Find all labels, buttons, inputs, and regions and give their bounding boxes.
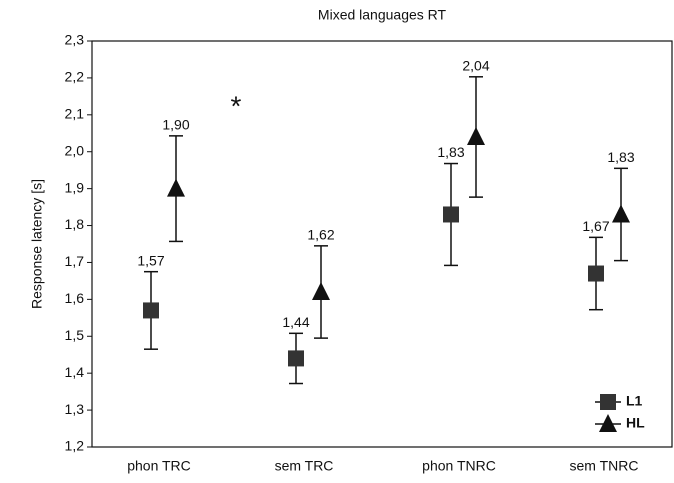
y-tick-label: 2,1	[65, 106, 85, 122]
y-tick-label: 1,2	[65, 438, 85, 454]
point-triangle	[612, 204, 630, 223]
y-axis-label: Response latency [s]	[29, 179, 45, 309]
value-label: 2,04	[462, 58, 489, 74]
value-label: 1,67	[582, 218, 609, 234]
y-tick-label: 2,0	[65, 142, 85, 158]
point-triangle	[312, 281, 330, 300]
value-label: 1,83	[437, 144, 464, 160]
y-tick-label: 1,3	[65, 401, 85, 417]
point-square	[600, 394, 616, 410]
annotation: *	[231, 90, 242, 121]
value-label: 1,90	[162, 117, 189, 133]
point-square	[443, 206, 459, 223]
y-tick-label: 2,3	[65, 32, 85, 48]
legend-label: HL	[626, 415, 645, 431]
x-tick-label: phon TRC	[127, 458, 191, 474]
point-square	[288, 350, 304, 367]
point-square	[143, 302, 159, 319]
value-label: 1,62	[307, 227, 334, 243]
point-square	[588, 265, 604, 282]
y-tick-label: 1,5	[65, 327, 85, 343]
x-tick-label: phon TNRC	[422, 458, 496, 474]
chart-title: Mixed languages RT	[318, 7, 447, 23]
point-triangle	[167, 178, 185, 197]
value-label: 1,44	[282, 314, 309, 330]
y-tick-label: 1,8	[65, 216, 85, 232]
x-tick-label: sem TRC	[275, 458, 334, 474]
plot-frame	[91, 40, 673, 448]
value-label: 1,57	[137, 252, 164, 268]
y-tick-label: 1,6	[65, 290, 85, 306]
value-label: 1,83	[607, 149, 634, 165]
legend-label: L1	[626, 393, 643, 409]
point-triangle	[599, 414, 617, 432]
point-triangle	[467, 126, 485, 145]
y-tick-label: 1,4	[65, 364, 85, 380]
y-tick-label: 1,9	[65, 179, 85, 195]
y-tick-label: 2,2	[65, 69, 85, 85]
x-tick-label: sem TNRC	[570, 458, 639, 474]
y-tick-label: 1,7	[65, 253, 85, 269]
